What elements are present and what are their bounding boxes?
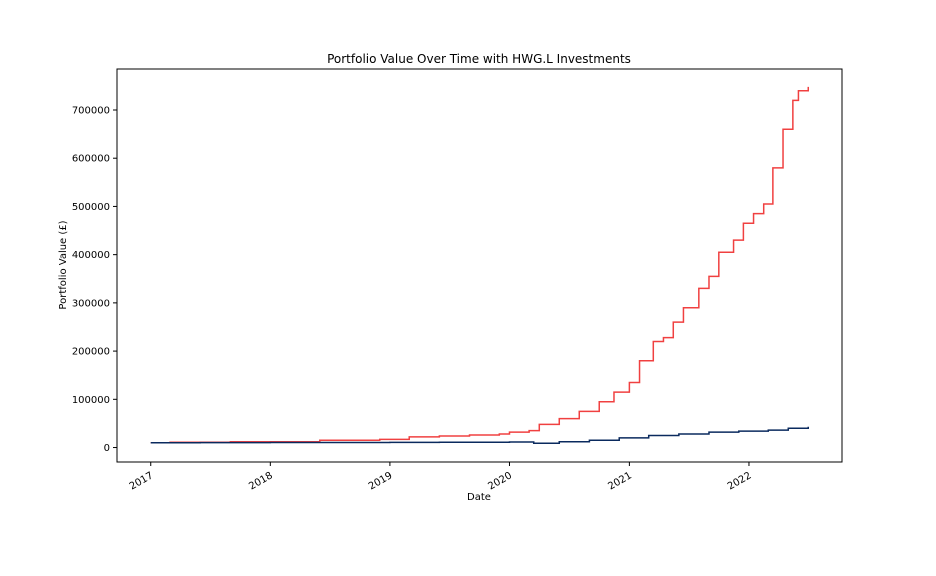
- y-tick-label: 300000: [72, 298, 110, 309]
- y-tick-label: 200000: [72, 347, 110, 358]
- y-tick-label: 700000: [72, 105, 110, 116]
- series-line-0: [150, 86, 810, 444]
- y-tick-label: 0: [104, 443, 110, 454]
- y-tick-label: 500000: [72, 202, 110, 213]
- y-axis-label: Portfolio Value (£): [58, 220, 69, 309]
- y-tick-label: 600000: [72, 154, 110, 165]
- x-axis: 2017 2018 2019 2020 2021 2022: [128, 462, 754, 493]
- series-line-1: [150, 426, 810, 444]
- x-tick-label: 2018: [247, 470, 275, 492]
- y-tick-label: 400000: [72, 250, 110, 261]
- y-tick-label: 100000: [72, 395, 110, 406]
- x-tick-label: 2020: [486, 470, 514, 492]
- x-tick-label: 2019: [367, 470, 395, 492]
- series-layer: [150, 86, 810, 444]
- x-axis-label: Date: [467, 492, 491, 503]
- y-axis: 0 100000 200000 300000 400000 500000 600000 700…: [72, 105, 117, 454]
- plot-frame: [116, 68, 843, 463]
- chart-title: Portfolio Value Over Time with HWG.L Inv…: [327, 52, 631, 66]
- x-tick-label: 2021: [606, 470, 634, 492]
- x-tick-label: 2017: [128, 470, 156, 492]
- x-tick-label: 2022: [726, 470, 754, 492]
